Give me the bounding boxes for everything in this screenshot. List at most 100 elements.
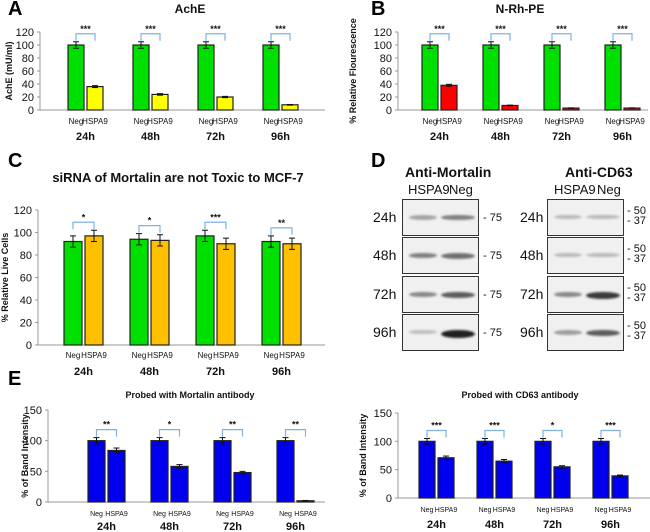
- molecular-weight-marker: - 75: [483, 250, 502, 262]
- bar-label: Neg: [90, 511, 103, 518]
- significance-label: **: [229, 420, 237, 430]
- bar-label: HSPA9: [231, 511, 254, 518]
- molecular-weight-marker: - 50: [627, 205, 646, 217]
- bar-hspa9: [282, 243, 302, 346]
- significance-bracket: [429, 33, 450, 41]
- y-tick-label: 20: [380, 92, 392, 104]
- blot-strip: [402, 199, 479, 236]
- significance-label: ***: [210, 24, 221, 34]
- molecular-weight-marker: - 75: [483, 327, 502, 339]
- bar-label: HSPA9: [294, 511, 317, 518]
- bar-neg: [421, 44, 439, 111]
- bar-neg: [534, 440, 552, 499]
- bar-neg: [63, 240, 83, 346]
- category-label: 24h: [97, 521, 116, 532]
- significance-bracket: [75, 33, 96, 41]
- band-neg: [586, 214, 620, 219]
- chart-title: N-Rh-PE: [496, 2, 545, 16]
- y-tick-label: 0: [36, 497, 42, 509]
- category-label: 96h: [613, 131, 632, 143]
- category-label: 48h: [160, 521, 179, 532]
- category-label: 48h: [491, 131, 510, 143]
- panel-letter-b: B: [371, 0, 386, 20]
- y-tick-label: 150: [374, 408, 392, 420]
- bar-neg: [132, 44, 150, 111]
- panel-letter-c: C: [8, 150, 23, 172]
- bar-neg: [67, 44, 85, 111]
- y-tick-label: 60: [22, 66, 34, 78]
- y-tick-label: 0: [386, 493, 392, 505]
- blot-time-label: 96h: [373, 324, 397, 340]
- bar-label: HSPA9: [436, 117, 462, 126]
- bar-label: Neg: [198, 351, 213, 360]
- significance-label: ***: [434, 24, 445, 34]
- y-tick-label: 50: [380, 465, 392, 477]
- bar-label: Neg: [216, 511, 229, 518]
- band-hspa9: [409, 214, 437, 220]
- y-axis-label: % Relative Flourescence: [348, 18, 358, 124]
- y-tick-label: 40: [20, 295, 32, 307]
- significance-label: **: [292, 420, 300, 430]
- y-tick-label: 80: [380, 53, 392, 65]
- significance-bracket: [600, 429, 621, 438]
- bar-label: HSPA9: [277, 117, 303, 126]
- significance-bracket: [270, 227, 293, 235]
- bar-label: HSPA9: [81, 351, 107, 360]
- bar-hspa9: [440, 84, 458, 111]
- band-neg: [441, 252, 475, 259]
- category-label: 24h: [427, 519, 446, 531]
- blot-strip: [547, 314, 624, 351]
- molecular-weight-marker: - 37: [627, 292, 646, 304]
- blot-strip: [547, 199, 624, 236]
- blot-strip: [402, 276, 479, 313]
- y-tick-label: 80: [20, 250, 32, 262]
- band-neg: [441, 291, 475, 299]
- bar-label: Neg: [132, 351, 147, 360]
- y-tick-label: 60: [380, 66, 392, 78]
- y-tick-label: 150: [24, 405, 42, 417]
- band-hspa9: [409, 291, 437, 298]
- y-tick-label: 60: [20, 273, 32, 285]
- blot-strip: [547, 237, 624, 274]
- chart-live-cells: siRNA of Mortalin are not Toxic to MCF-7…: [0, 170, 325, 378]
- y-tick-label: 0: [26, 340, 32, 352]
- significance-bracket: [490, 33, 511, 41]
- category-label: 96h: [271, 131, 290, 143]
- bar-hspa9: [611, 475, 629, 499]
- bar-label: HSPA9: [213, 351, 239, 360]
- significance-bracket: [612, 33, 633, 41]
- bar-neg: [129, 238, 149, 346]
- category-label: 72h: [543, 519, 562, 531]
- bar-neg: [592, 440, 610, 499]
- y-axis-label: % of Band Intensity: [20, 414, 30, 498]
- bar-neg: [543, 44, 561, 111]
- bar-label: HSPA9: [212, 117, 238, 126]
- significance-bracket: [72, 221, 95, 230]
- bar-neg: [261, 240, 281, 346]
- bar-hspa9: [170, 465, 189, 503]
- bar-label: HSPA9: [551, 507, 574, 514]
- y-tick-label: 20: [20, 318, 32, 330]
- bar-hspa9: [86, 85, 104, 111]
- bar-label: Neg: [606, 117, 621, 126]
- band-hspa9: [554, 214, 582, 219]
- significance-bracket: [95, 429, 118, 437]
- band-hspa9: [409, 329, 437, 334]
- bar-label: HSPA9: [609, 507, 632, 514]
- band-neg: [441, 329, 475, 338]
- chart-title: AchE: [175, 2, 206, 16]
- band-hspa9: [554, 329, 582, 335]
- bar-label: HSPA9: [558, 117, 584, 126]
- significance-label: **: [278, 218, 286, 228]
- category-label: 72h: [552, 131, 571, 143]
- y-tick-label: 120: [374, 27, 392, 39]
- molecular-weight-marker: - 50: [627, 243, 646, 255]
- significance-bracket: [270, 33, 291, 41]
- bar-label: Neg: [484, 117, 499, 126]
- bar-label: Neg: [69, 117, 84, 126]
- significance-bracket: [158, 429, 181, 437]
- significance-label: ***: [605, 421, 616, 431]
- significance-bracket: [551, 33, 572, 41]
- bar-label: Neg: [537, 507, 550, 514]
